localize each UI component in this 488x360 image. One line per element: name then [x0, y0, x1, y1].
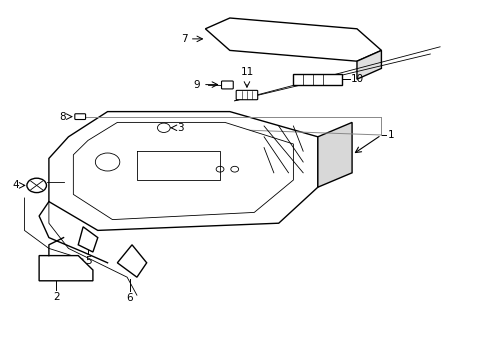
Polygon shape [39, 256, 93, 281]
Polygon shape [293, 74, 342, 85]
Polygon shape [317, 122, 351, 187]
Text: 2: 2 [53, 292, 60, 302]
Text: 4: 4 [12, 180, 19, 190]
Polygon shape [205, 18, 381, 61]
Polygon shape [117, 245, 146, 277]
Text: 7: 7 [180, 34, 187, 44]
Polygon shape [49, 112, 317, 230]
FancyBboxPatch shape [221, 81, 233, 89]
Polygon shape [73, 122, 293, 220]
Text: 10: 10 [350, 74, 364, 84]
FancyBboxPatch shape [236, 90, 257, 100]
Text: 1: 1 [387, 130, 394, 140]
Polygon shape [356, 50, 381, 79]
Text: 11: 11 [240, 67, 253, 77]
Text: 3: 3 [177, 123, 183, 133]
Circle shape [27, 178, 46, 193]
Text: 9: 9 [193, 80, 200, 90]
Polygon shape [78, 227, 98, 252]
Text: 6: 6 [126, 293, 133, 303]
FancyBboxPatch shape [75, 114, 85, 120]
Text: 5: 5 [84, 256, 91, 266]
Text: 8: 8 [59, 112, 66, 122]
Circle shape [157, 123, 170, 132]
